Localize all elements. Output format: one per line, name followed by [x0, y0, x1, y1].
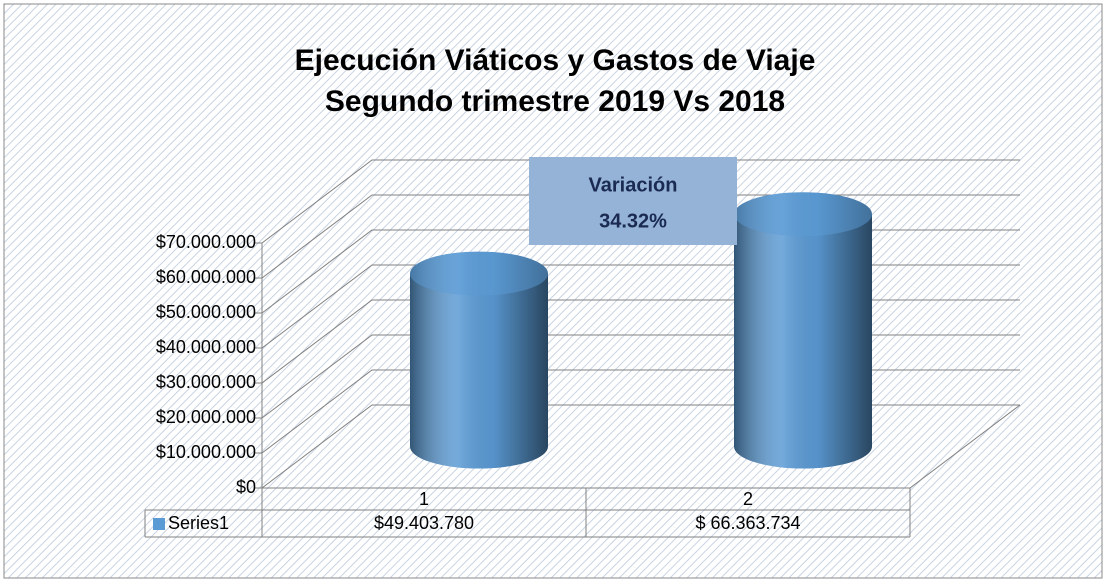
y-tick-label: $40.000.000 [156, 337, 256, 357]
cylinder-shade [734, 214, 872, 469]
x-tick-label: 1 [419, 489, 429, 509]
grid-line [261, 159, 1020, 244]
chart-subtitle: Segundo trimestre 2019 Vs 2018 [325, 85, 785, 118]
y-tick-label: $20.000.000 [156, 407, 256, 427]
cylinder-top-shade [734, 192, 872, 237]
y-tick-label: $30.000.000 [156, 372, 256, 392]
table-value: $49.403.780 [374, 513, 474, 533]
cylinder [734, 192, 872, 469]
chart-title: Ejecución Viáticos y Gastos de Viaje [295, 44, 816, 77]
legend-key [153, 518, 165, 530]
legend-label: Series1 [168, 513, 229, 533]
annotation-text: 34.32% [599, 210, 667, 232]
y-tick-label: $60.000.000 [156, 267, 256, 287]
y-tick-label: $10.000.000 [156, 442, 256, 462]
annotation-title: Variación [589, 174, 678, 196]
chart-background [3, 3, 1103, 579]
table-value: $ 66.363.734 [695, 513, 800, 533]
cylinder [410, 251, 548, 469]
x-tick-label: 2 [743, 489, 753, 509]
marks [410, 192, 872, 469]
cylinder-top-shade [410, 251, 548, 296]
data-table: 1 $49.403.780 2 $ 66.363.734 Series1 [144, 488, 911, 538]
y-tick-label: $70.000.000 [156, 232, 256, 252]
y-tick-label: $50.000.000 [156, 302, 256, 322]
cylinder-shade [410, 273, 548, 469]
annotation-box [529, 157, 737, 245]
y-tick-label: $0 [236, 477, 256, 497]
